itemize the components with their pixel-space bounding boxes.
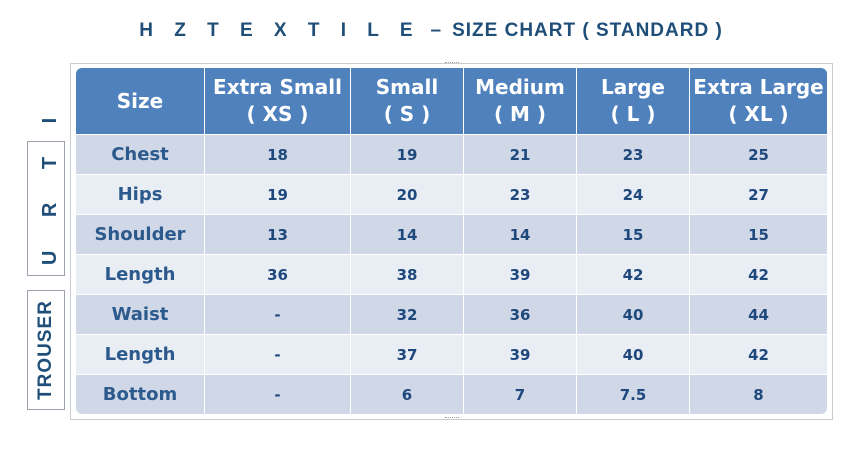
column-header-s: Small ( S ) xyxy=(351,68,464,134)
row-label: Hips xyxy=(76,174,205,214)
table-cell: 14 xyxy=(464,214,577,254)
row-label: Bottom xyxy=(76,374,205,414)
column-header-size-label: Size xyxy=(116,88,164,113)
table-cell: 42 xyxy=(690,254,827,294)
table-cell: 25 xyxy=(690,134,827,174)
table-cell: 42 xyxy=(690,334,827,374)
brand-name: H Z T E X T I L E xyxy=(139,20,421,41)
row-label: Waist xyxy=(76,294,205,334)
row-label: Length xyxy=(76,334,205,374)
table-cell: 27 xyxy=(690,174,827,214)
table-row-trouser-length: Length - 37 39 40 42 xyxy=(76,334,827,374)
table-cell: 18 xyxy=(205,134,351,174)
table-cell: 23 xyxy=(464,174,577,214)
column-header-s-name: Small xyxy=(375,75,439,99)
table-cell: 24 xyxy=(577,174,690,214)
table-cell: 32 xyxy=(351,294,464,334)
table-cell: - xyxy=(205,334,351,374)
page-title: H Z T E X T I L E – SIZE CHART ( STANDARD … xyxy=(0,20,862,42)
column-header-l-name: Large xyxy=(601,75,665,99)
table-row-shoulder: Shoulder 13 14 14 15 15 xyxy=(76,214,827,254)
table-cell: 40 xyxy=(577,334,690,374)
table-cell: 40 xyxy=(577,294,690,334)
table-row-bottom: Bottom - 6 7 7.5 8 xyxy=(76,374,827,414)
column-header-xs-name: Extra Small xyxy=(213,75,342,99)
column-header-xl-code: ( XL ) xyxy=(728,102,789,126)
table-row-hips: Hips 19 20 23 24 27 xyxy=(76,174,827,214)
table-cell: 36 xyxy=(205,254,351,294)
column-header-xs-code: ( XS ) xyxy=(246,102,309,126)
group-label-trouser: TROUSER xyxy=(27,290,65,410)
size-chart-table: Size Extra Small ( XS ) Small ( S ) Medium… xyxy=(76,68,827,414)
table-cell: 7.5 xyxy=(577,374,690,414)
column-header-xl-name: Extra Large xyxy=(693,75,824,99)
table-cell: 37 xyxy=(351,334,464,374)
resize-handle-top[interactable] xyxy=(445,62,459,66)
table-cell: 39 xyxy=(464,254,577,294)
column-header-l: Large ( L ) xyxy=(577,68,690,134)
table-cell: 39 xyxy=(464,334,577,374)
table-row-kurti-length: Length 36 38 39 42 42 xyxy=(76,254,827,294)
group-label-kurti-text: K U R T I xyxy=(39,103,62,314)
table-cell: 38 xyxy=(351,254,464,294)
column-header-s-code: ( S ) xyxy=(383,102,431,126)
column-header-m-name: Medium xyxy=(475,75,565,99)
table-cell: 42 xyxy=(577,254,690,294)
table-cell: 21 xyxy=(464,134,577,174)
table-cell: 15 xyxy=(690,214,827,254)
column-header-size: Size xyxy=(76,68,205,134)
table-row-waist: Waist - 32 36 40 44 xyxy=(76,294,827,334)
row-label: Shoulder xyxy=(76,214,205,254)
table-cell: 44 xyxy=(690,294,827,334)
table-cell: 13 xyxy=(205,214,351,254)
table-cell: 15 xyxy=(577,214,690,254)
column-header-l-code: ( L ) xyxy=(610,102,656,126)
table-cell: 23 xyxy=(577,134,690,174)
column-header-m: Medium ( M ) xyxy=(464,68,577,134)
column-header-m-code: ( M ) xyxy=(493,102,547,126)
title-separator: – xyxy=(430,20,443,41)
table-cell: - xyxy=(205,374,351,414)
table-cell: 19 xyxy=(351,134,464,174)
row-label: Length xyxy=(76,254,205,294)
chart-subtitle: SIZE CHART ( STANDARD ) xyxy=(452,20,723,41)
table-cell: 20 xyxy=(351,174,464,214)
group-label-trouser-text: TROUSER xyxy=(35,300,56,400)
table-cell: 6 xyxy=(351,374,464,414)
table-row-chest: Chest 18 19 21 23 25 xyxy=(76,134,827,174)
table-cell: 14 xyxy=(351,214,464,254)
column-header-xl: Extra Large ( XL ) xyxy=(690,68,827,134)
row-label: Chest xyxy=(76,134,205,174)
table-cell: 19 xyxy=(205,174,351,214)
group-label-kurti: K U R T I xyxy=(27,104,65,313)
header-row: Size Extra Small ( XS ) Small ( S ) Medium… xyxy=(76,68,827,134)
resize-handle-bottom[interactable] xyxy=(445,417,459,421)
table-cell: 7 xyxy=(464,374,577,414)
table-cell: - xyxy=(205,294,351,334)
table-cell: 8 xyxy=(690,374,827,414)
table-cell: 36 xyxy=(464,294,577,334)
column-header-xs: Extra Small ( XS ) xyxy=(205,68,351,134)
